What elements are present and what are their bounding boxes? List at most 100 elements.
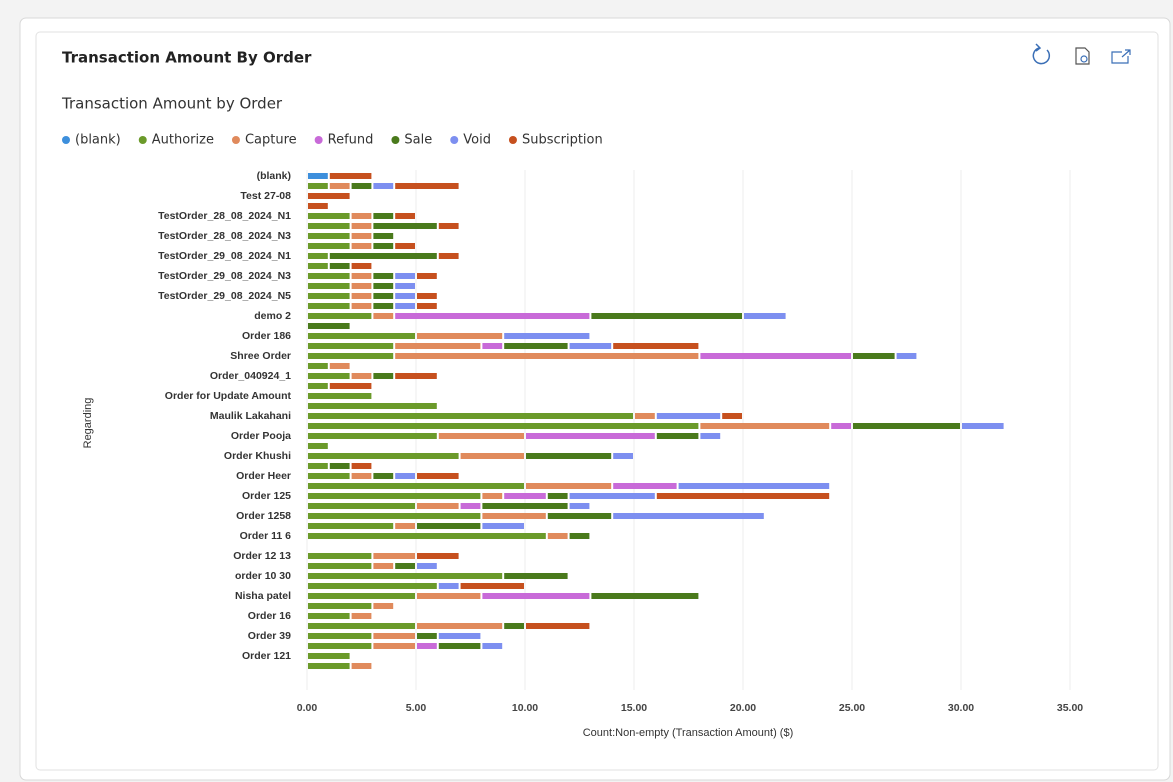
- bar-segment: [373, 643, 415, 649]
- refresh-icon[interactable]: [1032, 47, 1051, 65]
- bar-segment: [308, 353, 394, 359]
- bar-segment: [351, 283, 372, 289]
- bar-segment: [308, 403, 437, 409]
- legend-label[interactable]: Capture: [245, 133, 297, 148]
- legend-dot: [508, 136, 517, 144]
- y-tick-label: Order 39: [248, 630, 291, 642]
- bar-segment: [395, 473, 415, 479]
- bar-segment: [417, 523, 481, 529]
- bar-segment: [308, 383, 328, 389]
- bar-segment: [351, 183, 372, 189]
- bar-segment: [308, 453, 459, 459]
- legend-label[interactable]: Authorize: [152, 133, 214, 148]
- bar-segment: [329, 383, 372, 389]
- refresh-button[interactable]: [1032, 43, 1051, 65]
- bar-segment: [460, 583, 524, 589]
- bar-segment: [591, 313, 742, 319]
- refresh-arrow[interactable]: [1035, 43, 1042, 52]
- bar-segment: [395, 563, 415, 569]
- bar-segment: [308, 633, 372, 639]
- bar-segment: [613, 483, 677, 489]
- bar-segment: [395, 373, 437, 379]
- bar-segment: [373, 233, 394, 239]
- bar-segment: [526, 623, 590, 629]
- bar-segment: [308, 643, 372, 649]
- bar-segment: [417, 563, 437, 569]
- legend-label[interactable]: Void: [463, 133, 491, 148]
- report-icon[interactable]: [1075, 47, 1090, 65]
- bar-segment: [308, 373, 350, 379]
- bar-segment: [417, 293, 437, 299]
- popout-box[interactable]: [1111, 51, 1129, 64]
- bar-segment: [308, 183, 328, 189]
- y-tick-label: TestOrder_29_08_2024_N1: [158, 250, 291, 262]
- bar-segment: [504, 343, 568, 349]
- bar-segment: [656, 413, 721, 419]
- bar-segment: [482, 593, 590, 599]
- bar-segment: [417, 473, 459, 479]
- bar-segment: [351, 243, 372, 249]
- bar-segment: [373, 213, 394, 219]
- bar-segment: [308, 393, 372, 399]
- bar-segment: [460, 503, 481, 509]
- bar-segment: [700, 353, 851, 359]
- legend-label[interactable]: Refund: [328, 133, 374, 148]
- popout-arrow[interactable]: [1121, 49, 1131, 58]
- bar-segment: [308, 243, 350, 249]
- bar-segment: [526, 483, 612, 489]
- bar-segment: [351, 613, 372, 619]
- x-axis-label: Count:Non-empty (Transaction Amount) ($): [583, 727, 794, 739]
- y-tick-label: TestOrder_28_08_2024_N1: [158, 210, 291, 222]
- y-tick-label: Order 16: [248, 610, 291, 622]
- report-lens[interactable]: [1080, 55, 1088, 63]
- bar-segment: [308, 253, 328, 259]
- bar-segment: [308, 273, 350, 279]
- legend-label[interactable]: Sale: [404, 133, 432, 148]
- y-tick-label: Order Pooja: [231, 430, 291, 442]
- bar-segment: [395, 303, 415, 309]
- bar-segment: [417, 643, 437, 649]
- report-button[interactable]: [1075, 47, 1090, 65]
- popout-button[interactable]: [1111, 49, 1131, 64]
- bar-segment: [547, 513, 612, 519]
- bar-segment: [329, 173, 372, 179]
- bar-segment: [569, 493, 655, 499]
- legend-dot: [391, 136, 400, 144]
- bar-segment: [962, 423, 1004, 429]
- bar-segment: [373, 293, 394, 299]
- bar-segment: [504, 493, 546, 499]
- legend-label[interactable]: Subscription: [522, 133, 603, 148]
- bar-segment: [351, 213, 372, 219]
- y-tick-label: Order Khushi: [224, 450, 291, 462]
- bar-segment: [526, 433, 655, 439]
- bar-segment: [635, 413, 655, 419]
- bar-segment: [395, 313, 590, 319]
- bar-segment: [308, 213, 350, 219]
- y-axis-label: Regarding: [82, 398, 94, 449]
- bar-segment: [613, 453, 633, 459]
- bar-segment: [482, 493, 503, 499]
- bar-segment: [373, 223, 437, 229]
- bar-segment: [482, 503, 568, 509]
- bar-segment: [373, 183, 394, 189]
- bar-segment: [308, 573, 503, 579]
- x-tick-label: 20.00: [730, 702, 756, 714]
- y-tick-label: Order Heer: [236, 470, 291, 482]
- bar-segment: [308, 283, 350, 289]
- bar-segment: [482, 343, 503, 349]
- bar-segment: [656, 493, 830, 499]
- bar-segment: [373, 473, 394, 479]
- bar-segment: [482, 643, 503, 649]
- bar-segment: [613, 513, 764, 519]
- bar-segment: [569, 503, 590, 509]
- legend-label[interactable]: (blank): [75, 133, 121, 148]
- bar-segment: [504, 573, 568, 579]
- bar-segment: [351, 303, 372, 309]
- bar-segment: [308, 333, 415, 339]
- bar-segment: [395, 273, 415, 279]
- bar-segment: [460, 453, 524, 459]
- bar-segment: [308, 173, 328, 179]
- y-tick-label: Order 125: [242, 490, 291, 502]
- bar-segment: [853, 353, 895, 359]
